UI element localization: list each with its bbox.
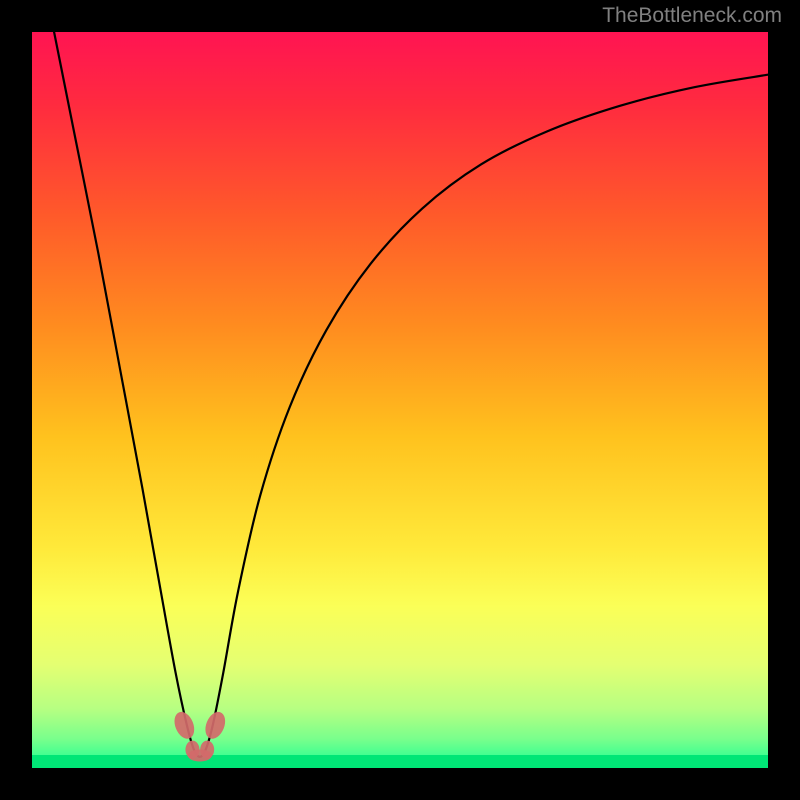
watermark-text: TheBottleneck.com <box>602 4 782 28</box>
green-baseline-band <box>32 755 768 768</box>
plot-area <box>32 32 768 768</box>
gradient-background <box>32 32 768 768</box>
